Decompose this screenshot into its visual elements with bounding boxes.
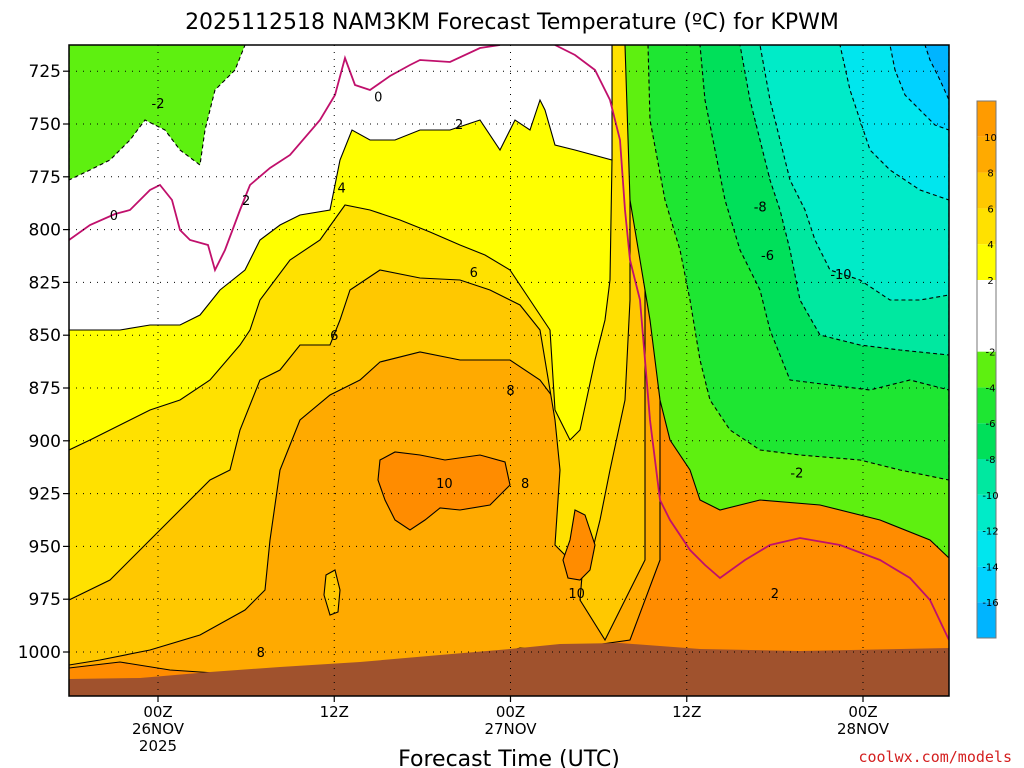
field-region-10b	[562, 509, 596, 581]
field-region-cold-nw	[69, 45, 246, 181]
contour-label: -8	[754, 200, 767, 215]
contour-label: 8	[521, 477, 529, 492]
contour-label: 0	[110, 209, 118, 224]
contour-label: 0	[374, 91, 382, 106]
y-tick-label: 750	[29, 115, 61, 135]
x-tick-label: 00Z	[848, 703, 877, 721]
contour-label: -2	[152, 97, 165, 112]
y-axis: 725 750 775 800 825 850 875 900 925 950 975 1000	[18, 62, 69, 663]
freezing-line-upper	[69, 45, 501, 273]
colorbar-label: -6	[986, 419, 996, 430]
y-tick-label: 975	[29, 590, 61, 610]
contour-label: -10	[830, 268, 851, 283]
x-axis-label: Forecast Time (UTC)	[398, 747, 620, 768]
colorbar-label: -10	[982, 491, 998, 502]
colorbar-label: -2	[986, 348, 996, 359]
y-tick-label: 950	[29, 537, 61, 557]
colorbar-segment	[977, 101, 996, 137]
y-tick-label: 850	[29, 326, 61, 346]
contour-label: 2	[771, 587, 779, 602]
x-tick-label: 00Z	[143, 703, 172, 721]
freezing-line-front	[554, 45, 949, 641]
colorbar-segment	[977, 566, 996, 603]
colorbar-label: -16	[982, 598, 998, 609]
ground-terrain	[69, 643, 949, 696]
colorbar-label: -14	[982, 562, 998, 573]
colorbar-label: 8	[987, 169, 993, 180]
colorbar-segment	[977, 602, 996, 638]
x-tick-label: 12Z	[320, 703, 349, 721]
y-tick-label: 900	[29, 432, 61, 452]
field-region-6-lobe	[323, 569, 341, 616]
colorbar-label: -8	[986, 455, 996, 466]
plot-frame	[68, 44, 950, 697]
contour-label: 6	[330, 329, 338, 344]
contour-label: -6	[761, 249, 774, 264]
y-tick-label: 800	[29, 221, 61, 241]
colorbar-segment	[977, 423, 996, 459]
x-tick-label: 26NOV	[132, 720, 185, 738]
y-tick-label: 875	[29, 379, 61, 399]
colorbar-segment	[977, 459, 996, 495]
chart-title: 2025112518 NAM3KM Forecast Temperature (…	[185, 10, 839, 35]
contour-label: 2	[455, 118, 463, 133]
y-tick-label: 1000	[18, 643, 61, 663]
contour-label: 10	[568, 587, 585, 602]
contour-label: 2	[242, 194, 250, 209]
colorbar: 10 8 6 4 2 -2 -4 -6 -8 -10 -12 -14 -16	[976, 100, 999, 639]
colorbar-label: -4	[986, 383, 996, 394]
colorbar-segment	[977, 387, 996, 424]
contour-label: 8	[257, 646, 265, 661]
colorbar-segment	[977, 530, 996, 567]
y-tick-label: 725	[29, 62, 61, 82]
colorbar-label: 10	[984, 133, 997, 144]
x-tick-label: 00Z	[496, 703, 525, 721]
colorbar-frame	[976, 100, 997, 639]
contour-label: 4	[337, 181, 345, 196]
colorbar-segment	[977, 280, 996, 352]
colorbar-segment	[977, 244, 996, 280]
temperature-field	[69, 45, 949, 696]
colorbar-segment	[977, 208, 996, 245]
contour-label: 6	[470, 266, 478, 281]
colorbar-segment	[977, 136, 996, 173]
colorbar-label: -12	[982, 527, 998, 538]
x-tick-label: 27NOV	[484, 720, 537, 738]
y-tick-label: 925	[29, 485, 61, 505]
x-tick-label: 28NOV	[837, 720, 890, 738]
colorbar-label: 2	[987, 276, 993, 287]
contour-label: 8	[506, 384, 514, 399]
colorbar-label: 6	[987, 204, 993, 215]
contour-label: -2	[790, 466, 803, 481]
contour-labels: 0 0 -2 2 2 4 6 6 8 10 8 10 8 -8 -6 -10 -2 2	[110, 91, 852, 661]
colorbar-segment	[977, 494, 996, 531]
y-tick-label: 825	[29, 273, 61, 293]
field-region-10	[377, 451, 511, 531]
colorbar-segment	[977, 351, 996, 388]
contour-label: 10	[436, 477, 453, 492]
x-tick-label: 2025	[139, 737, 177, 755]
x-tick-label: 12Z	[672, 703, 701, 721]
credit-text: coolwx.com/models	[858, 748, 1012, 766]
colorbar-label: 4	[987, 240, 993, 251]
y-tick-label: 775	[29, 168, 61, 188]
colorbar-segment	[977, 172, 996, 209]
field-region-cold-h	[924, 45, 949, 101]
